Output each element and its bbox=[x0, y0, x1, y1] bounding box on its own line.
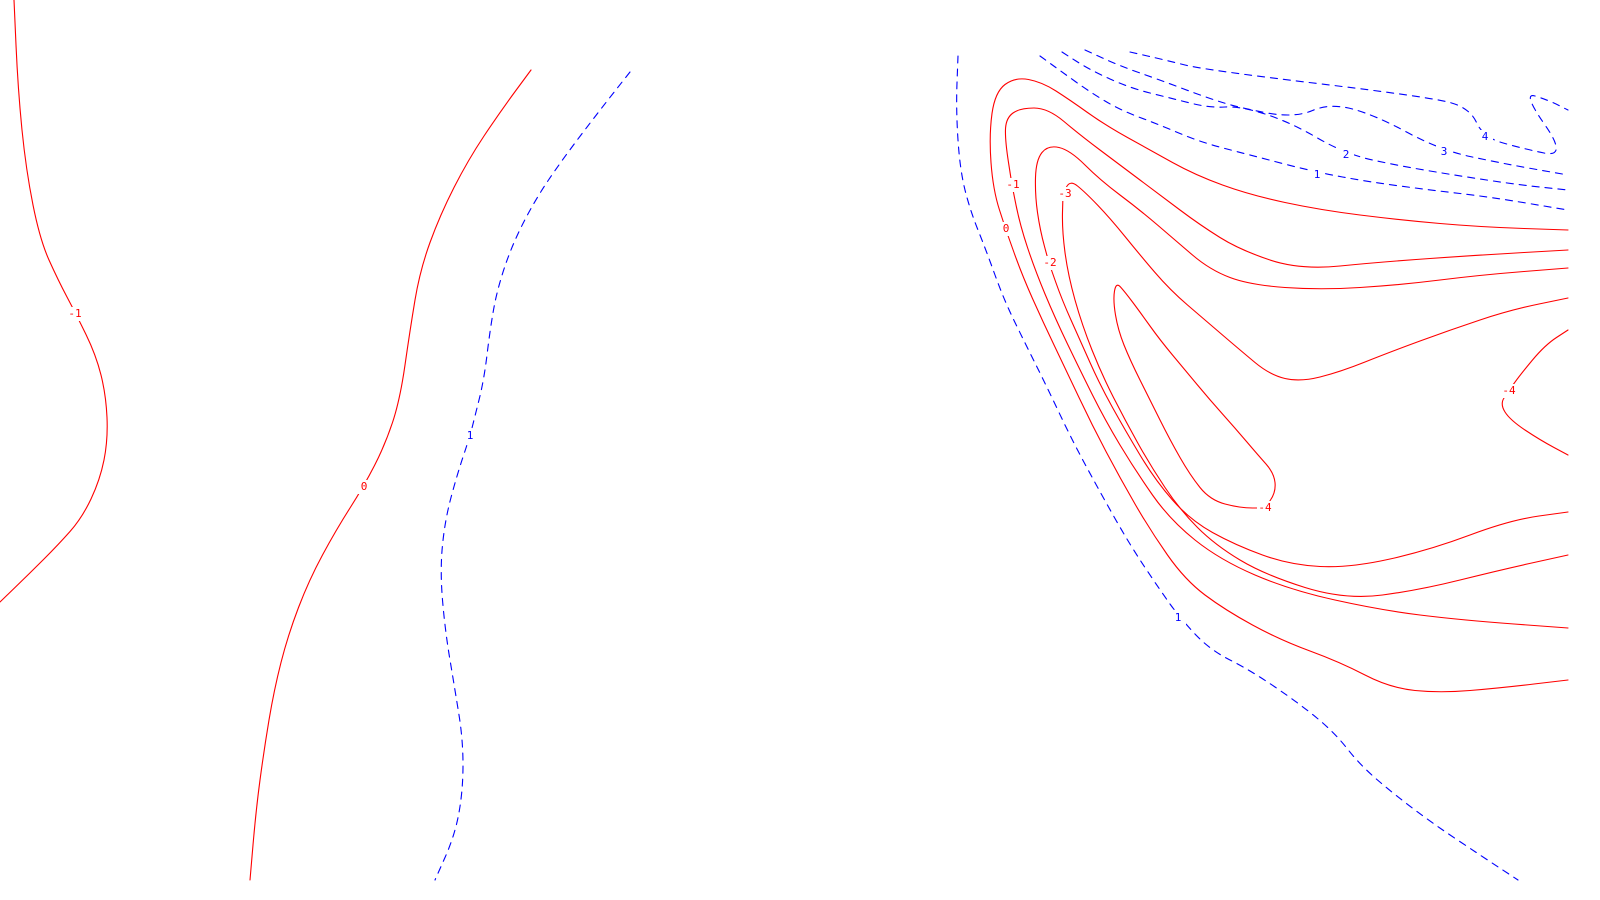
contour-label-right-neg4-right: -4 bbox=[1502, 384, 1516, 397]
contour-label-bg-right-pos1-outer bbox=[1170, 611, 1186, 625]
contour-labels: -1 0 1 1 0 -1 -2 -3 -4 -4 1 2 3 4 bbox=[67, 130, 1517, 625]
contour-label-top-pos4: 4 bbox=[1482, 130, 1489, 143]
contour-label-bg-right-neg3 bbox=[1057, 187, 1073, 201]
contour-line-right-neg2 bbox=[1034, 146, 1569, 290]
contour-line-top-pos1 bbox=[1039, 55, 1569, 211]
contour-line-left-zero bbox=[249, 69, 532, 881]
contour-label-top-pos3: 3 bbox=[1441, 145, 1448, 158]
contour-line-top-pos2 bbox=[1061, 51, 1569, 191]
contour-line-right-neg1 bbox=[1004, 107, 1569, 268]
contour-label-bg-right-neg4-right bbox=[1501, 384, 1517, 398]
contour-lines bbox=[0, 0, 1569, 881]
contour-label-right-neg4-lower: -4 bbox=[1258, 501, 1272, 514]
contour-line-right-zero bbox=[989, 78, 1569, 231]
contour-label-right-neg2: -2 bbox=[1043, 256, 1056, 269]
contour-line-right-neg3 bbox=[1062, 182, 1569, 381]
contour-label-bg-right-zero bbox=[998, 222, 1014, 236]
contour-label-bg-left-pos1 bbox=[462, 429, 478, 443]
contour-line-right-neg2-part-2 bbox=[1048, 262, 1569, 568]
contour-label-left-neg1: -1 bbox=[68, 307, 81, 320]
contour-line-right-neg3-part-2 bbox=[1061, 193, 1569, 597]
contour-label-top-pos2: 2 bbox=[1343, 148, 1350, 161]
contour-line-left-neg1 bbox=[0, 0, 108, 603]
contour-label-bg-top-pos2 bbox=[1338, 148, 1354, 162]
contour-label-right-neg3: -3 bbox=[1058, 187, 1071, 200]
contour-label-bg-top-pos4 bbox=[1477, 130, 1493, 144]
contour-label-bg-right-neg2 bbox=[1042, 256, 1058, 270]
contour-label-bg-right-neg4-lower bbox=[1257, 501, 1273, 515]
contour-line-right-zero-part-2 bbox=[1005, 229, 1569, 693]
contour-label-bg-left-neg1 bbox=[67, 307, 83, 321]
contour-label-bg-left-zero bbox=[356, 480, 372, 494]
contour-line-right-neg1-part-2 bbox=[1011, 184, 1569, 629]
contour-label-right-neg1: -1 bbox=[1006, 178, 1019, 191]
contour-label-bg-top-pos1 bbox=[1309, 168, 1325, 182]
contour-line-right-neg4-lower bbox=[1113, 284, 1276, 509]
contour-line-top-pos3 bbox=[1084, 49, 1569, 176]
contour-line-top-pos4 bbox=[1129, 51, 1569, 155]
contour-label-left-zero: 0 bbox=[361, 480, 368, 493]
contour-label-right-pos1-outer: 1 bbox=[1175, 611, 1182, 624]
contour-label-bg-right-neg1 bbox=[1005, 178, 1021, 192]
contour-label-bg-top-pos3 bbox=[1436, 145, 1452, 159]
contour-label-left-pos1: 1 bbox=[467, 429, 474, 442]
contour-label-top-pos1: 1 bbox=[1314, 168, 1321, 181]
contour-line-right-pos1-outer bbox=[956, 55, 1519, 881]
contour-label-right-zero: 0 bbox=[1003, 222, 1010, 235]
